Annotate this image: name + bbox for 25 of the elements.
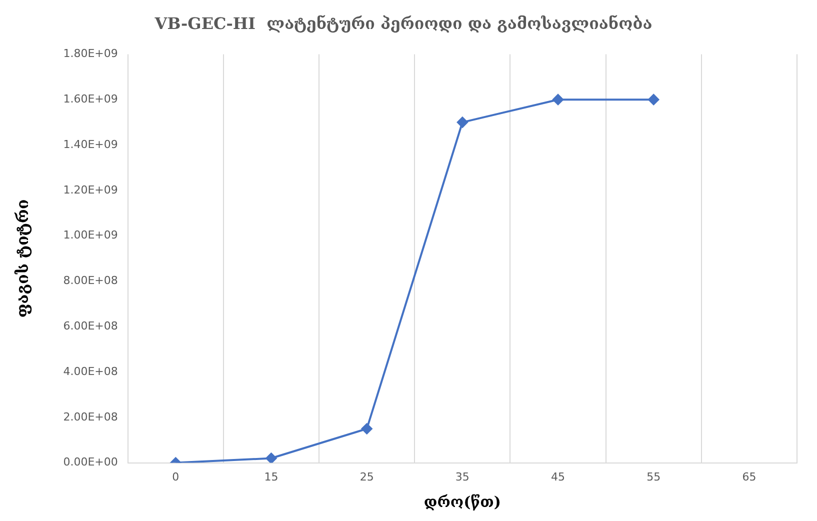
x-tick-label: 15 bbox=[264, 470, 278, 484]
y-tick-label: 1.80E+09 bbox=[63, 47, 118, 60]
x-tick-label: 35 bbox=[455, 470, 470, 484]
y-tick-label: 0.00E+00 bbox=[63, 456, 118, 469]
y-tick-label: 8.00E+08 bbox=[63, 274, 118, 288]
x-axis-title: დრო(წთ) bbox=[424, 492, 501, 511]
point bbox=[456, 116, 468, 128]
x-tick-label: 25 bbox=[360, 470, 374, 484]
chart-title: VB-GEC-HI ლატენტური პერიოდი და გამოსავლიანობა bbox=[154, 14, 652, 33]
y-tick-label: 1.20E+09 bbox=[63, 183, 118, 196]
point bbox=[552, 94, 564, 106]
y-tick-label: 1.40E+09 bbox=[63, 138, 118, 151]
y-tick-label: 1.00E+09 bbox=[63, 228, 118, 242]
x-tick-label: 55 bbox=[646, 470, 661, 484]
y-tick-label: 1.60E+09 bbox=[63, 92, 118, 106]
x-tick-label: 65 bbox=[742, 470, 756, 484]
point bbox=[361, 423, 372, 434]
point bbox=[648, 94, 660, 106]
y-tick-label: 4.00E+08 bbox=[63, 364, 118, 378]
y-axis-title: ფაგის ტიტრი bbox=[12, 199, 32, 318]
y-tick-label: 2.00E+08 bbox=[63, 410, 118, 424]
x-tick-label: 45 bbox=[551, 470, 566, 484]
point bbox=[266, 452, 277, 463]
y-tick-label: 6.00E+08 bbox=[63, 319, 118, 332]
x-tick-label: 0 bbox=[172, 470, 180, 484]
